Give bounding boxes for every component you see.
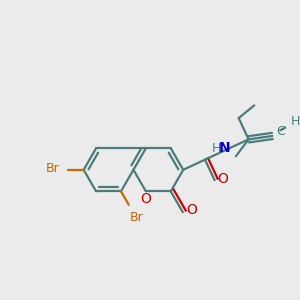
Text: O: O (140, 192, 151, 206)
Text: H: H (290, 115, 300, 128)
Text: H: H (212, 142, 221, 154)
Text: Br: Br (130, 211, 143, 224)
Text: N: N (219, 141, 230, 155)
Text: O: O (218, 172, 229, 186)
Text: O: O (187, 203, 197, 217)
Text: C: C (276, 125, 285, 138)
Text: Br: Br (46, 162, 59, 175)
